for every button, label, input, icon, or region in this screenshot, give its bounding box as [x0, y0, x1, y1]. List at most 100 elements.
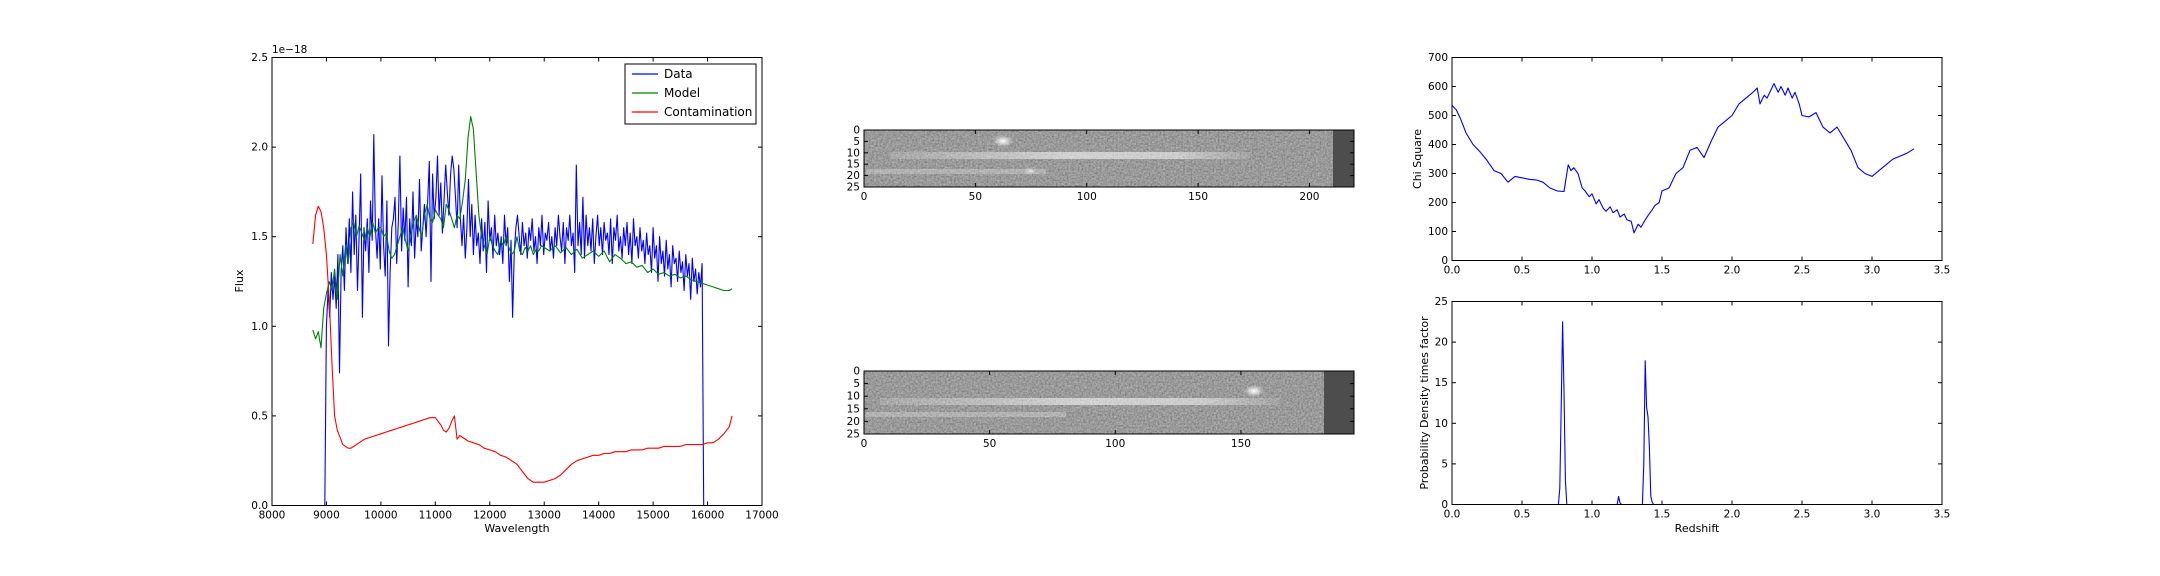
image-top-ytick-label: 15: [847, 159, 860, 171]
image-top-trace-main: [890, 152, 1250, 159]
spectrum-xtick-label: 14000: [582, 510, 615, 522]
probability-xtick-label: 2.0: [1724, 509, 1741, 521]
image-top-ytick-label: 25: [847, 182, 860, 194]
image-top-xtick-label: 200: [1299, 191, 1319, 203]
probability-ytick-label: 0: [1441, 499, 1448, 511]
image-bottom-ytick-label: 15: [847, 403, 860, 415]
spectrum-ticks: 8000 9000 10000 11000 12000 13000 14000 15000 16…: [251, 52, 778, 522]
probability-xtick-label: 2.5: [1794, 509, 1811, 521]
spectrum-legend: Data Model Contamination: [624, 63, 757, 125]
spectrum-xtick-label: 13000: [528, 510, 561, 522]
legend-label-data: Data: [664, 67, 693, 81]
spectrum-xtick-label: 17000: [745, 510, 778, 522]
spectrum-xlabel: Wavelength: [484, 522, 549, 535]
image-bottom-trace-main: [880, 398, 1280, 405]
chi-square-ticks: 0.0 0.5 1.0 1.5 2.0 2.5 3.0 3.5 0 100 200 300 400 500…: [1428, 52, 1950, 277]
image-top-masked-edge: [1333, 130, 1354, 187]
probability-xtick-label: 3.0: [1864, 509, 1881, 521]
spectrum-xtick-label: 15000: [636, 510, 669, 522]
chi-square-ytick-label: 100: [1428, 226, 1448, 238]
spectrum-axes-frame: [271, 57, 763, 506]
spectrum-series-group: [312, 116, 733, 507]
spectrum-offset-text: 1e−18: [272, 44, 307, 56]
spectrum-ytick-label: 0.0: [251, 500, 268, 512]
image-top-ytick-label: 5: [853, 136, 860, 148]
spectrum-xtick-label: 12000: [473, 510, 506, 522]
image-top-xtick-label: 50: [969, 191, 982, 203]
image-top-trace-secondary: [866, 169, 1046, 174]
chi-square-panel: 0.0 0.5 1.0 1.5 2.0 2.5 3.0 3.5 0 100 200 300 400 500…: [1411, 52, 1950, 277]
chi-square-ytick-label: 0: [1441, 255, 1448, 267]
chi-square-series-0-line: [1451, 83, 1915, 234]
image-bottom-frame: [863, 370, 1355, 435]
image-top-xtick-label: 150: [1188, 191, 1208, 203]
spectrum-series-model-line: [312, 116, 733, 349]
probability-ytick-label: 20: [1435, 337, 1448, 349]
probability-ylabel: Probability Density times factor: [1418, 316, 1431, 490]
image-top-xtick-label: 100: [1077, 191, 1097, 203]
probability-ticks: 0.0 0.5 1.0 1.5 2.0 2.5 3.0 3.5 0 5 10 15 20 25: [1435, 296, 1951, 521]
probability-xtick-label: 3.5: [1934, 509, 1951, 521]
image-bottom-masked-edge: [1324, 371, 1354, 434]
image-bottom-xtick-label: 50: [983, 438, 996, 450]
spectrum-panel: 8000 9000 10000 11000 12000 13000 14000 15000 16…: [233, 44, 779, 535]
probability-xtick-label: 0.5: [1514, 509, 1531, 521]
chi-square-xtick-label: 0.0: [1444, 265, 1461, 277]
chi-square-ytick-label: 600: [1428, 81, 1448, 93]
image-bottom-ytick-label: 10: [847, 391, 860, 403]
probability-series-group: [1452, 321, 1914, 506]
image-bottom-ytick-label: 25: [847, 429, 860, 441]
chi-square-xtick-label: 0.5: [1514, 265, 1531, 277]
image-top-source-blob: [993, 135, 1013, 147]
legend-label-model: Model: [664, 86, 700, 100]
spectrum-xtick-label: 16000: [691, 510, 724, 522]
spectrum-series-contamination-line: [312, 205, 733, 483]
probability-xtick-label: 1.0: [1584, 509, 1601, 521]
chi-square-xtick-label: 2.5: [1794, 265, 1811, 277]
probability-ytick-label: 25: [1435, 296, 1448, 308]
image-top-ytick-label: 0: [853, 125, 860, 137]
image-bottom-ytick-label: 5: [853, 378, 860, 390]
image-top-frame: [863, 129, 1355, 188]
chi-square-xtick-label: 3.5: [1934, 265, 1951, 277]
spectrum-series-data-line: [323, 134, 705, 507]
probability-ytick-label: 15: [1435, 377, 1448, 389]
chi-square-ytick-label: 200: [1428, 197, 1448, 209]
image-top-ytick-label: 20: [847, 170, 860, 182]
spectrum-xtick-label: 8000: [259, 510, 286, 522]
probability-xtick-label: 1.5: [1654, 509, 1671, 521]
spectrum-xtick-label: 9000: [313, 510, 340, 522]
image-bottom-xtick-label: 100: [1105, 438, 1125, 450]
probability-xlabel: Redshift: [1675, 522, 1720, 535]
image-bottom-ytick-label: 20: [847, 416, 860, 428]
image-top-ytick-label: 10: [847, 147, 860, 159]
chi-square-ytick-label: 500: [1428, 110, 1448, 122]
chi-square-ytick-label: 300: [1428, 168, 1448, 180]
chi-square-series-group: [1451, 83, 1915, 234]
probability-panel: 0.0 0.5 1.0 1.5 2.0 2.5 3.0 3.5 0 5 10 15 20 25 Redsh…: [1418, 296, 1950, 535]
chi-square-axes-frame: [1451, 57, 1943, 261]
image-bottom-ytick-label: 0: [853, 366, 860, 378]
image-bottom-xtick-label: 150: [1231, 438, 1251, 450]
spectrum-ytick-label: 2.0: [251, 142, 268, 154]
image-bottom-trace-secondary: [866, 412, 1066, 417]
spectrum-ytick-label: 0.5: [251, 410, 268, 422]
image-bottom-source-blob: [1244, 385, 1264, 397]
spectrum-xtick-label: 10000: [364, 510, 397, 522]
probability-ytick-label: 10: [1435, 418, 1448, 430]
chi-square-xtick-label: 1.5: [1654, 265, 1671, 277]
probability-axes-frame: [1451, 301, 1943, 505]
probability-xtick-label: 0.0: [1444, 509, 1461, 521]
spectrum-ytick-label: 1.5: [251, 231, 268, 243]
spectrum-xtick-label: 11000: [419, 510, 452, 522]
chi-square-ytick-label: 700: [1428, 52, 1448, 64]
legend-label-contamination: Contamination: [664, 105, 752, 119]
image-bottom-xtick-label: 0: [861, 438, 868, 450]
chi-square-xtick-label: 1.0: [1584, 265, 1601, 277]
image-top-source-blob-2: [1024, 167, 1036, 175]
probability-ytick-label: 5: [1441, 458, 1448, 470]
